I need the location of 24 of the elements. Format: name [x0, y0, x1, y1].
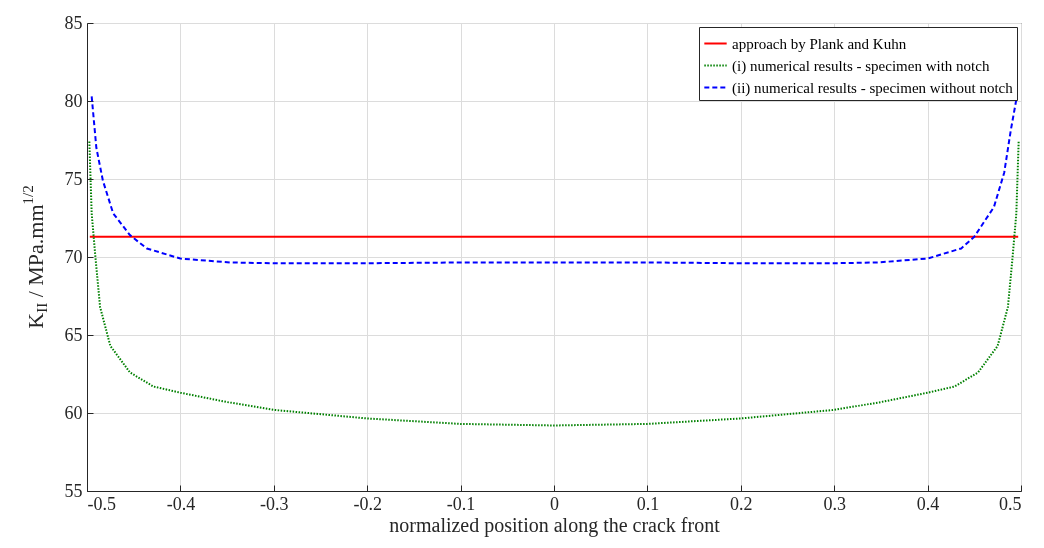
y-tick-label: 60 [64, 402, 83, 423]
legend-label: approach by Plank and Kuhn [732, 35, 907, 52]
x-tick-label: -0.3 [260, 493, 289, 514]
y-tick-label: 75 [64, 168, 83, 189]
x-tick-label: -0.2 [353, 493, 382, 514]
legend-label: (ii) numerical results - specimen without notch [732, 79, 1014, 97]
y-tick-label: 85 [64, 12, 83, 33]
line-series [90, 95, 1018, 265]
x-tick-label: 0.2 [730, 493, 753, 514]
x-tick-label: -0.1 [446, 493, 476, 514]
x-axis-title: normalized position along the crack front [389, 513, 721, 537]
y-tick-label: 65 [64, 324, 83, 345]
y-tick-label: 55 [64, 480, 83, 501]
x-tick-label: -0.5 [87, 493, 116, 514]
x-tick-label: 0.1 [636, 493, 660, 514]
x-tick-label: 0.4 [916, 493, 940, 514]
legend-label: (i) numerical results - specimen with notch [732, 57, 990, 75]
x-tick-label: -0.4 [166, 493, 196, 514]
x-tick-label: 0.3 [823, 493, 846, 514]
y-tick-label: 70 [64, 246, 83, 267]
line-series [88, 140, 1020, 427]
x-tick-label: 0.5 [999, 493, 1022, 514]
x-tick-label: 0 [550, 493, 559, 514]
y-tick-label: 80 [64, 90, 83, 111]
